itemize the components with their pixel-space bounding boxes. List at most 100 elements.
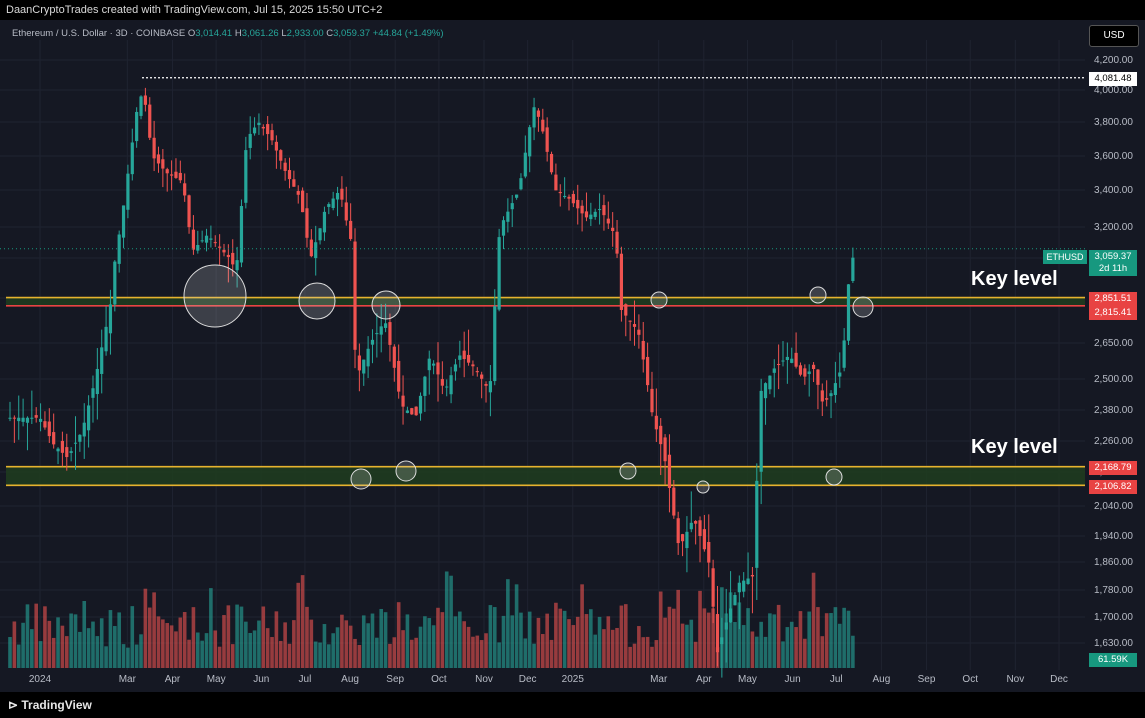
candle-body [667,454,672,488]
candle-body [161,159,165,169]
candle-body [244,150,248,203]
volume-bar [418,626,423,668]
volume-bar [479,640,484,668]
candle-body [301,190,305,213]
volume-bar [558,608,563,668]
candle-body [506,211,510,222]
candle-body [746,578,750,584]
candle-body [493,306,497,382]
volume-bar [38,641,43,668]
candle-body [235,260,239,271]
tradingview-logo[interactable]: ⊳ TradingView [8,698,92,712]
candle-body [266,124,270,135]
x-tick-label: 2024 [29,674,52,685]
candle-body [851,257,855,281]
volume-bar [803,638,807,668]
candle-body [471,364,475,367]
candle-body [38,418,43,422]
candle-body [231,252,235,265]
volume-bar [807,611,811,668]
volume-bar [811,572,816,668]
volume-bar [706,612,711,668]
candle-body [707,541,711,563]
candle-body [82,422,86,437]
volume-bar [475,635,480,668]
y-tick-label: 3,800.00 [1094,117,1133,128]
candle-body [91,388,95,398]
volume-bar [265,628,270,668]
volume-bar [147,607,152,668]
candle-body [628,320,632,322]
candle-body [820,390,824,402]
candle-body [318,228,322,241]
volume-bar [318,642,322,668]
candle-body [449,375,453,395]
volume-bar [623,604,628,668]
candle-body [777,364,781,366]
volume-bar [693,641,698,668]
volume-bar [824,613,829,668]
candle-body [646,356,650,386]
x-tick-label: Oct [962,674,978,685]
volume-bar [287,643,292,668]
candle-body [698,520,702,536]
candle-body [632,324,637,327]
touch-marker-circle [650,291,668,309]
candle-body [475,371,479,373]
candle-body [458,355,462,360]
volume-bar [139,634,143,668]
volume-bar [506,579,510,668]
candle-body [156,154,161,164]
volume-bar [239,606,244,668]
volume-bar [637,626,641,668]
volume-bar [427,618,432,668]
candle-body [152,137,156,159]
candle-body [816,369,820,385]
candle-body [563,195,567,198]
touch-marker-circle [852,296,874,318]
candle-body [519,178,523,190]
last-price-tag: 3,059.37 [1089,250,1137,264]
candle-body [95,368,99,395]
y-tick-label: 3,600.00 [1094,151,1133,162]
candle-body [121,205,126,238]
candle-body [126,173,130,210]
volume-bar [575,616,580,668]
candle-body [222,249,226,253]
candle-body [685,531,689,549]
volume-bar [754,636,759,668]
y-tick-label: 1,700.00 [1094,612,1133,623]
volume-bar [672,608,676,668]
volume-bar [300,575,305,668]
candle-body [597,209,602,211]
candle-body [65,447,69,458]
candle-body [292,179,296,187]
candle-body [846,284,851,341]
volume-bar [523,638,528,668]
volume-bar [73,614,78,668]
candle-body [287,170,292,180]
candle-body [833,383,838,396]
volume-bar [794,627,798,668]
candle-body [440,379,444,386]
volume-bar [423,616,427,668]
candle-body [252,127,257,134]
candle-body [497,237,501,310]
candle-body [619,253,624,310]
volume-bar [331,633,335,668]
volume-bar [226,605,231,668]
candle-body [8,417,12,419]
volume-bar [143,588,148,668]
candle-body [689,522,693,530]
candle-body [580,205,584,214]
volume-bar [161,619,165,668]
candle-body [803,368,807,377]
volume-bar [728,592,733,668]
volume-bar [51,637,56,668]
currency-button[interactable]: USD [1089,25,1139,47]
x-tick-label: Dec [1050,674,1068,685]
candle-body [362,359,366,374]
volume-bar [571,625,576,668]
touch-marker-circle [696,480,710,494]
